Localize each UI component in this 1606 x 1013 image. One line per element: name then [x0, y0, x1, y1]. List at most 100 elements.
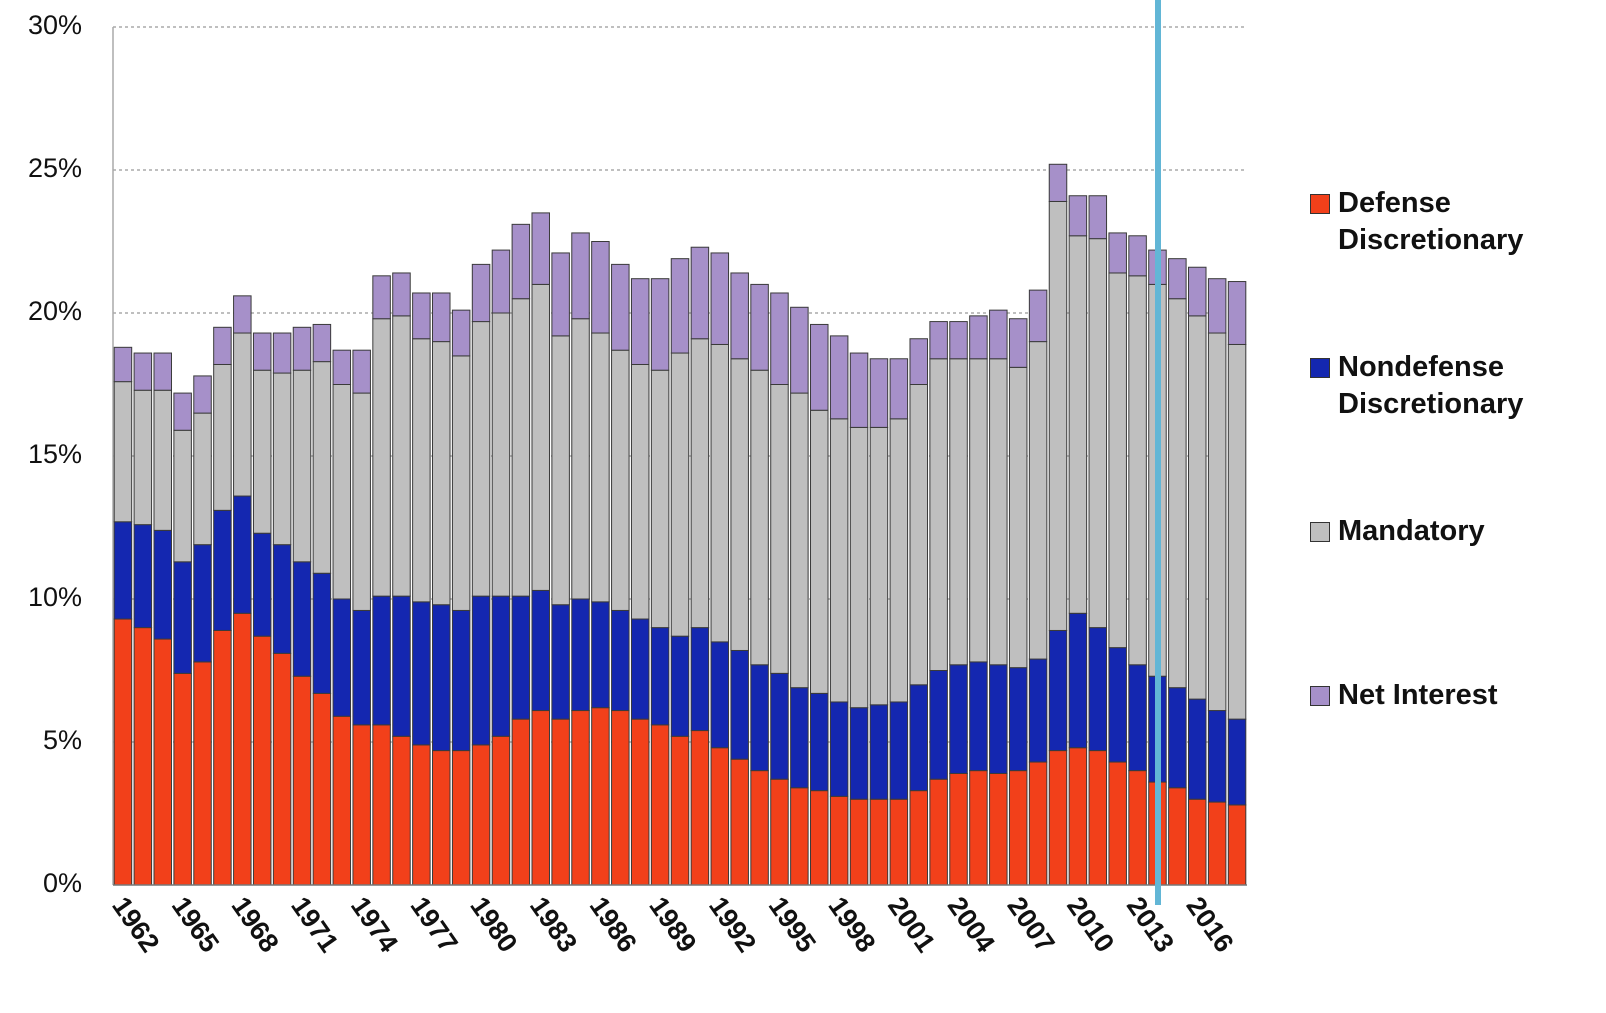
- bar-segment: [352, 392, 371, 611]
- bar-segment: [352, 349, 371, 394]
- bar-segment: [392, 595, 411, 737]
- bar-segment: [670, 258, 690, 354]
- x-tick-label: 1989: [643, 891, 702, 957]
- bar-segment: [451, 750, 471, 886]
- bar-segment: [213, 629, 232, 886]
- bar-segment: [730, 272, 749, 360]
- x-tick-label: 2001: [882, 891, 941, 957]
- bar-segment: [630, 363, 650, 620]
- bar-segment: [1128, 275, 1147, 666]
- bar-segment: [1028, 289, 1048, 343]
- legend-label: Defense Discretionary: [1338, 187, 1524, 256]
- bar-segment: [750, 770, 769, 886]
- bar-segment: [1068, 612, 1088, 749]
- bar-segment: [591, 241, 610, 334]
- bar-segment: [1088, 238, 1108, 629]
- bar-segment: [889, 358, 909, 420]
- bar-segment: [989, 358, 1008, 666]
- bar-segment: [750, 283, 769, 371]
- legend-swatch: [1310, 522, 1330, 542]
- bar-segment: [372, 318, 391, 597]
- bar-segment: [571, 598, 590, 712]
- bar-segment: [252, 332, 272, 371]
- x-tick-label: 2010: [1061, 891, 1120, 957]
- bar-segment: [292, 561, 312, 677]
- bar-segment: [1028, 658, 1048, 763]
- bar-segment: [949, 358, 968, 666]
- bar-segment: [1048, 200, 1068, 631]
- bar-segment: [630, 718, 650, 886]
- bar-segment: [173, 561, 192, 674]
- bar-segment: [471, 595, 491, 746]
- bar-segment: [233, 332, 252, 497]
- bar-segment: [909, 384, 928, 686]
- y-tick-label: 0%: [43, 868, 82, 898]
- bar-segment: [949, 772, 968, 886]
- bar-segment: [650, 627, 670, 726]
- bar-segment: [173, 392, 192, 431]
- bar-segment: [829, 335, 849, 420]
- bar-segment: [113, 521, 133, 620]
- y-tick-label: 5%: [43, 725, 82, 755]
- bar-segment: [1008, 667, 1028, 772]
- bar-segment: [432, 292, 451, 343]
- bar-segment: [571, 232, 590, 320]
- bar-segment: [690, 246, 710, 340]
- bar-segment: [213, 509, 232, 631]
- bar-segment: [193, 661, 212, 886]
- bar-segment: [591, 332, 610, 603]
- bar-segment: [650, 724, 670, 886]
- bar-segment: [113, 346, 133, 383]
- legend-item: Nondefense Discretionary: [1310, 349, 1600, 513]
- bar-segment: [352, 724, 371, 886]
- bar-segment: [451, 609, 471, 752]
- bar-segment: [233, 612, 252, 886]
- bar-segment: [969, 770, 988, 886]
- bar-segment: [611, 263, 630, 351]
- bar-segment: [969, 358, 988, 663]
- bar-segment: [849, 426, 869, 709]
- bar-segment: [153, 352, 172, 391]
- bar-segment: [1068, 747, 1088, 886]
- bar-segment: [810, 409, 829, 694]
- bar-segment: [1068, 195, 1088, 237]
- bar-segment: [491, 735, 511, 886]
- bar-segment: [133, 524, 153, 629]
- bar-segment: [710, 343, 730, 643]
- bar-segment: [551, 335, 570, 606]
- bar-segment: [312, 692, 332, 886]
- x-tick-label: 2016: [1181, 891, 1240, 957]
- bar-segment: [1128, 235, 1147, 277]
- y-tick-label: 15%: [28, 439, 82, 469]
- bar-segment: [511, 298, 531, 597]
- bar-segment: [531, 283, 550, 591]
- bar-segment: [133, 352, 153, 391]
- bar-segment: [531, 212, 550, 285]
- bar-segment: [969, 315, 988, 360]
- bar-segment: [611, 349, 630, 611]
- bar-segment: [1168, 787, 1187, 886]
- bar-segment: [790, 687, 809, 789]
- bar-segment: [432, 604, 451, 752]
- bar-segment: [491, 249, 511, 314]
- bar-segment: [670, 635, 690, 737]
- bar-segment: [1227, 281, 1247, 345]
- bar-segment: [929, 358, 948, 671]
- bar-segment: [511, 595, 531, 720]
- bar-segment: [1168, 298, 1187, 689]
- bar-segment: [193, 375, 212, 414]
- bar-segment: [153, 638, 172, 886]
- bar-segment: [591, 601, 610, 709]
- bar-segment: [451, 355, 471, 611]
- bar-segment: [730, 649, 749, 760]
- bar-segment: [193, 544, 212, 663]
- bar-segment: [233, 495, 252, 614]
- bar-segment: [352, 609, 371, 726]
- bar-segment: [332, 598, 352, 717]
- bar-segment: [113, 618, 133, 886]
- bar-segment: [730, 358, 749, 651]
- bar-segment: [710, 252, 730, 345]
- bar-segment: [412, 601, 431, 746]
- bar-segment: [173, 672, 192, 886]
